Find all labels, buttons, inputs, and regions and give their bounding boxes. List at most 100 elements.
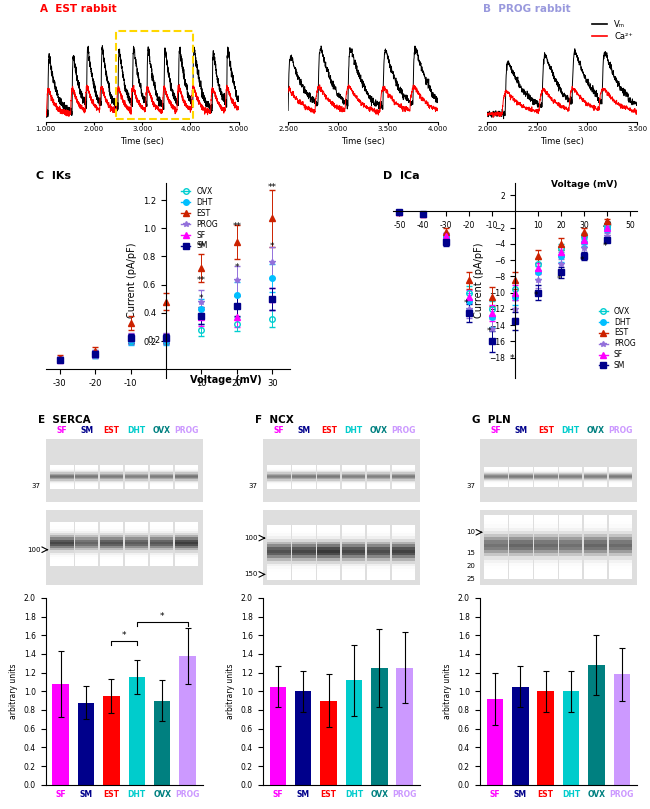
Text: EST: EST [538, 426, 554, 435]
Bar [175, 541, 198, 544]
Bar [292, 476, 315, 477]
Bar [100, 544, 124, 546]
Bar [75, 485, 98, 486]
Bar [267, 539, 291, 541]
Bar [392, 475, 415, 476]
Bar [510, 471, 532, 472]
Bar [320, 701, 337, 785]
Text: **: ** [197, 242, 206, 251]
Bar [75, 473, 98, 475]
Bar [75, 468, 98, 469]
Bar [267, 476, 291, 477]
Bar [175, 563, 198, 565]
Bar [510, 478, 532, 479]
Y-axis label: arbitrary units: arbitrary units [9, 663, 18, 719]
Bar [50, 472, 73, 473]
Bar [584, 537, 607, 540]
Bar [510, 472, 532, 474]
Bar [129, 677, 145, 785]
Bar [292, 487, 315, 489]
Bar [150, 561, 173, 564]
Bar [609, 468, 632, 469]
Bar [510, 534, 532, 537]
Bar [538, 692, 554, 785]
Bar [150, 537, 173, 540]
Bar [559, 565, 582, 570]
Bar [588, 665, 604, 785]
Bar [534, 560, 558, 563]
Bar [534, 572, 558, 575]
Bar [75, 533, 98, 536]
Bar [342, 473, 365, 475]
Bar [510, 521, 532, 524]
Bar [125, 549, 148, 550]
Bar [584, 560, 607, 563]
Bar [609, 472, 632, 474]
Text: 15: 15 [466, 549, 475, 556]
Text: *: * [235, 263, 239, 272]
Bar [392, 484, 415, 485]
Bar [100, 481, 124, 483]
Bar [392, 527, 415, 531]
Bar [342, 470, 365, 471]
Bar [267, 544, 291, 547]
Bar [534, 467, 558, 468]
Bar [342, 566, 365, 570]
Bar [292, 473, 315, 475]
Bar [480, 506, 637, 585]
Bar [100, 468, 124, 470]
Bar [534, 565, 558, 570]
Bar [175, 540, 198, 542]
Bar [392, 564, 415, 566]
Bar [175, 472, 198, 473]
Bar [346, 680, 362, 785]
Bar [75, 483, 98, 484]
Bar [125, 540, 148, 542]
Bar [150, 471, 173, 472]
Bar [50, 559, 73, 561]
Bar [292, 470, 315, 471]
Bar [267, 487, 291, 489]
Y-axis label: Current (pA/pF): Current (pA/pF) [127, 243, 137, 318]
Bar [267, 485, 291, 486]
Bar [484, 477, 508, 478]
Bar [342, 555, 365, 558]
Text: EST: EST [104, 426, 120, 435]
Bar [342, 544, 365, 547]
Bar [584, 562, 607, 566]
Bar [267, 483, 291, 484]
Bar [175, 477, 198, 478]
Bar [484, 515, 508, 518]
Bar [367, 475, 390, 476]
Bar [150, 553, 173, 555]
Bar [584, 484, 607, 485]
Bar [292, 525, 315, 527]
Bar [534, 478, 558, 479]
Bar [609, 527, 632, 531]
Bar [317, 485, 341, 486]
Bar [609, 569, 632, 573]
Bar [584, 547, 607, 550]
Bar [292, 574, 315, 578]
Bar [559, 569, 582, 573]
Bar [563, 692, 579, 785]
Bar [317, 536, 341, 539]
Bar [175, 555, 198, 557]
Bar [100, 537, 124, 540]
Bar [367, 566, 390, 570]
Bar [609, 484, 632, 485]
Bar [512, 687, 528, 785]
Text: F  NCX: F NCX [255, 415, 294, 425]
Bar [317, 555, 341, 558]
Bar [342, 476, 365, 477]
Bar [342, 547, 365, 550]
Bar [317, 465, 341, 467]
Bar [292, 555, 315, 558]
Bar [175, 546, 198, 549]
Bar [367, 467, 390, 468]
Bar [392, 578, 415, 580]
Bar [584, 521, 607, 524]
Bar [609, 531, 632, 534]
Text: 0.2: 0.2 [148, 336, 161, 345]
Bar [534, 537, 558, 540]
